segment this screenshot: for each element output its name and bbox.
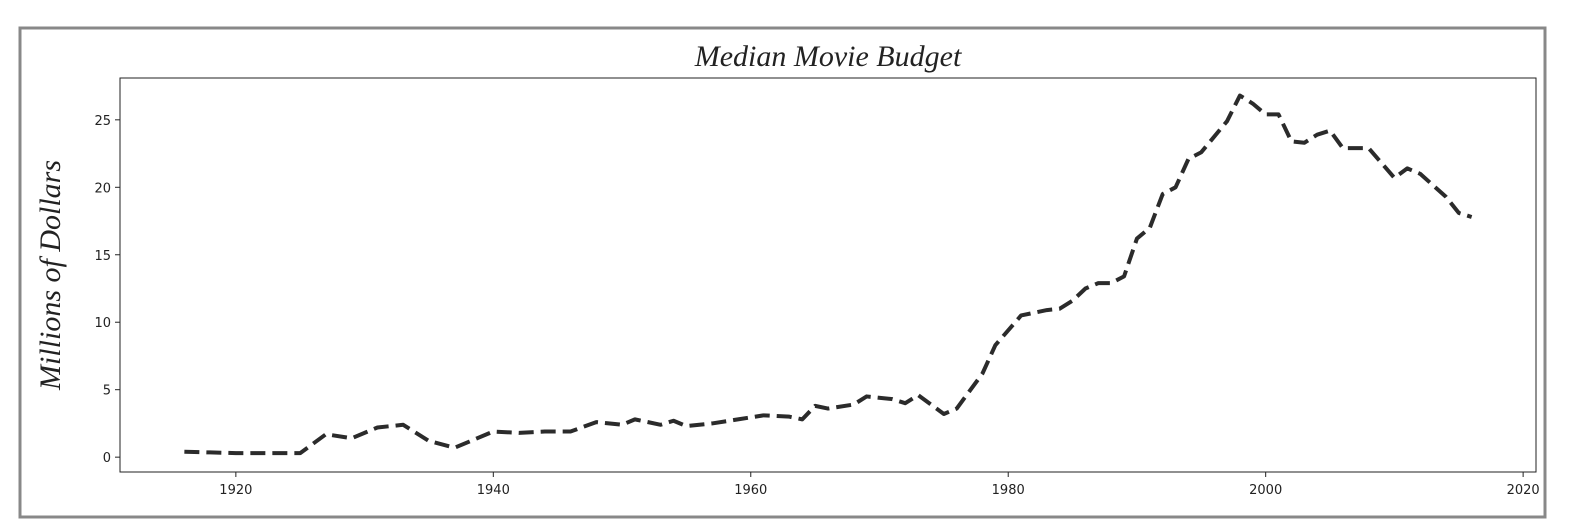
y-tick-label: 10 — [94, 316, 111, 331]
y-tick-label: 15 — [94, 249, 111, 264]
x-tick-label: 2000 — [1249, 483, 1282, 498]
x-tick-label: 2020 — [1507, 483, 1540, 498]
chart-title: Median Movie Budget — [694, 40, 962, 73]
frame — [18, 26, 1547, 519]
x-tick-label: 1960 — [734, 483, 767, 498]
x-tick-label: 1940 — [477, 483, 510, 498]
x-tick-label: 1920 — [219, 483, 252, 498]
y-tick-label: 20 — [94, 181, 111, 196]
y-axis-label: Millions of Dollars — [34, 160, 67, 391]
y-tick-label: 5 — [103, 384, 111, 399]
y-tick-label: 0 — [103, 451, 111, 466]
data-line — [184, 93, 1473, 456]
axes-box — [119, 77, 1537, 473]
x-tick-label: 1980 — [992, 483, 1025, 498]
y-tick-label: 25 — [94, 114, 111, 129]
